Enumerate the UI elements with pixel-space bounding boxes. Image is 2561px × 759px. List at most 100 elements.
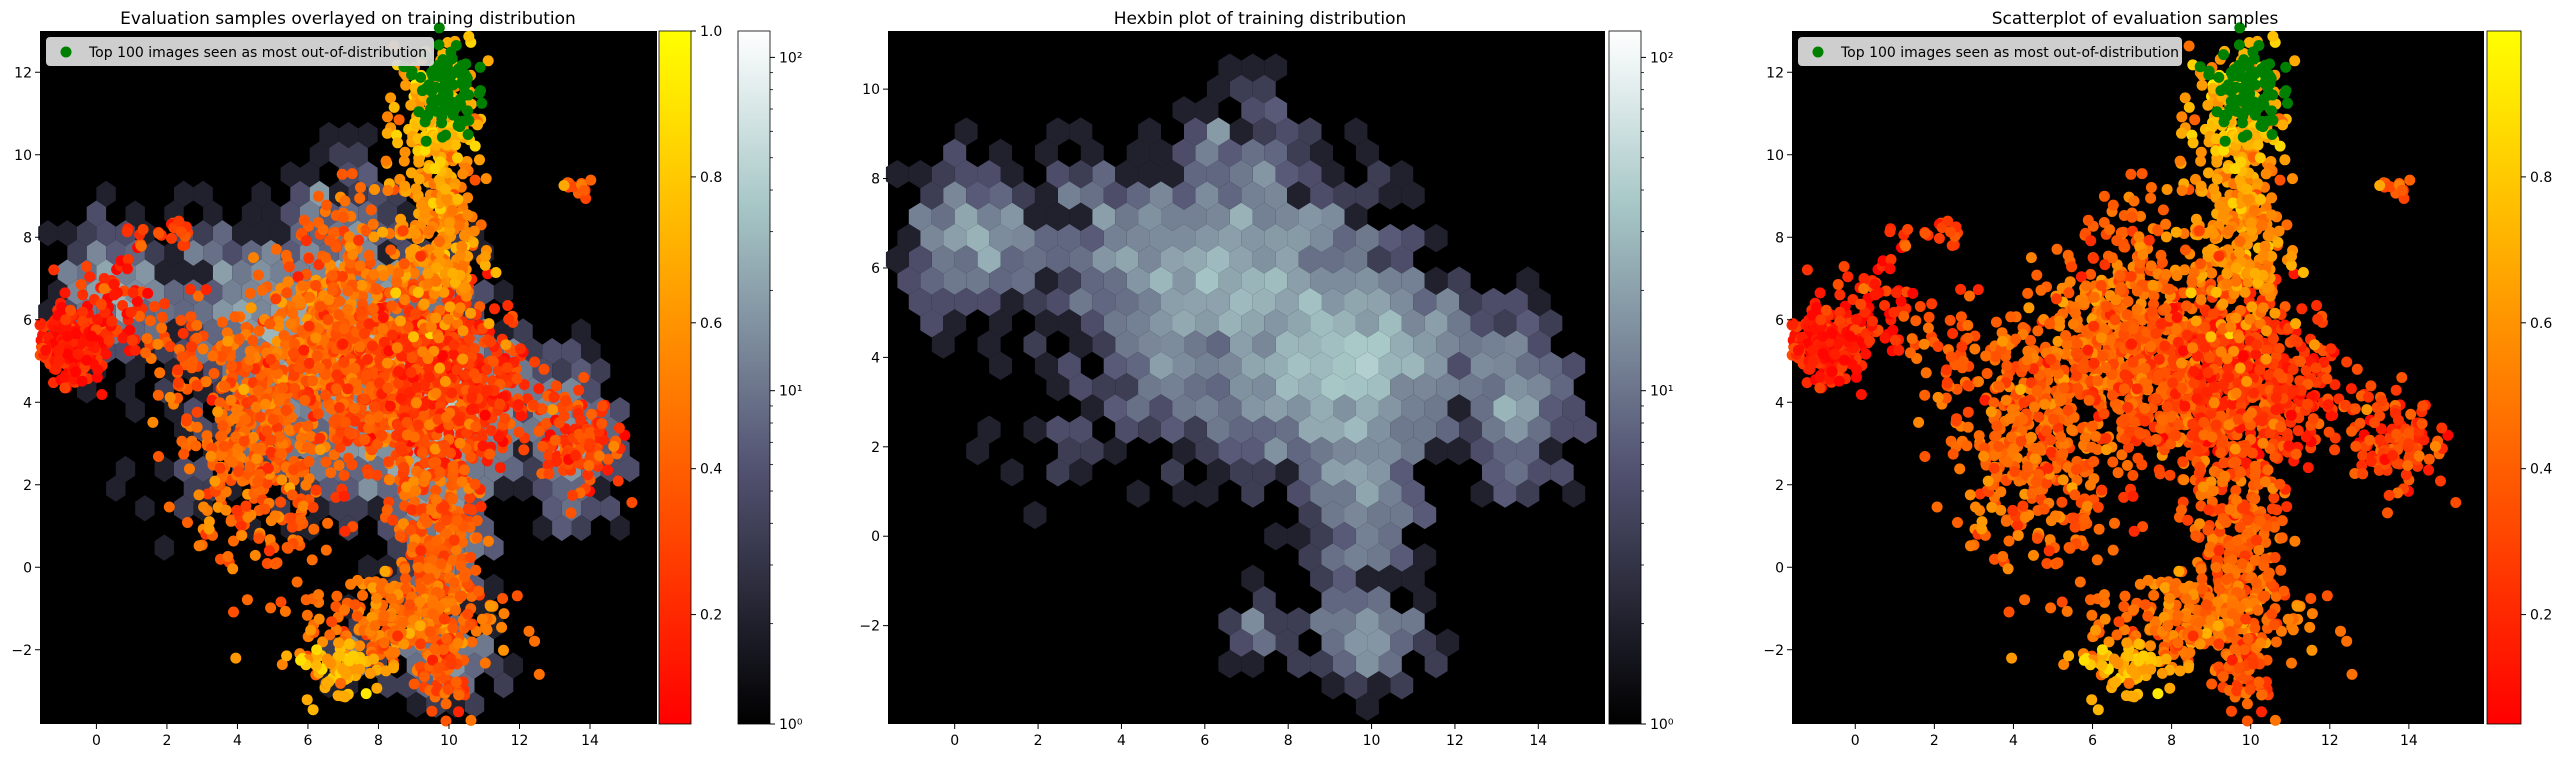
ood-point — [450, 40, 462, 51]
scatter-point — [412, 419, 424, 431]
scatter-point — [497, 593, 509, 604]
colorbar-tick-label: 1.0 — [700, 24, 722, 40]
scatter-point — [289, 338, 300, 350]
scatter-point — [261, 558, 273, 569]
scatter-point — [247, 377, 259, 389]
scatter-point — [399, 294, 411, 306]
scatter-point — [1884, 263, 1896, 275]
scatter-point — [75, 279, 87, 290]
scatter-point — [422, 562, 434, 574]
scatter-point — [560, 395, 572, 407]
scatter-point — [177, 328, 189, 339]
scatter-point — [231, 504, 243, 516]
scatter-point — [100, 348, 112, 360]
scatter-point — [92, 364, 104, 376]
scatter-point — [547, 404, 558, 416]
hexbin-cell — [474, 632, 494, 659]
scatter-point — [308, 523, 320, 535]
scatter-point — [427, 608, 439, 620]
scatter-point — [175, 314, 187, 326]
scatter-point — [391, 276, 403, 288]
scatter-point — [364, 414, 376, 426]
hexbin-cell — [115, 377, 136, 404]
scatter-point — [186, 362, 198, 374]
x-tick-label: 12 — [511, 733, 529, 749]
scatter-point — [438, 501, 450, 513]
scatter-point — [474, 154, 485, 166]
scatter-point — [355, 305, 367, 317]
hexbin-cell — [610, 397, 630, 424]
scatter-point — [338, 356, 350, 368]
hexbin-cell — [300, 161, 320, 188]
scatter-point — [518, 444, 530, 456]
scatter-point — [205, 450, 217, 462]
scatter-point — [1838, 261, 1850, 272]
ood-point — [462, 129, 474, 140]
x-tick-label: 2 — [162, 733, 171, 749]
scatter-point — [464, 492, 476, 504]
scatter-point — [233, 333, 245, 345]
scatter-point — [141, 333, 153, 345]
scatter-point — [358, 328, 370, 340]
scatter-point — [331, 369, 343, 381]
scatter-point — [363, 318, 375, 330]
ood-point — [460, 58, 472, 70]
scatter-point — [501, 362, 513, 374]
scatter-point — [125, 306, 137, 318]
scatter-point — [327, 270, 338, 282]
hexbin-cell — [86, 200, 107, 227]
hexbin-cell — [319, 121, 339, 149]
colorbar-gradient — [737, 30, 771, 725]
scatter-point — [339, 604, 350, 616]
scatter-point — [462, 503, 474, 515]
scatter-point — [456, 590, 467, 602]
scatter-point — [502, 300, 514, 311]
scatter-point — [424, 225, 435, 236]
scatter-point — [468, 225, 480, 237]
scatter-point — [578, 184, 590, 196]
scatter-point — [392, 630, 404, 642]
ood-point — [436, 117, 448, 129]
scatter-point — [613, 422, 625, 434]
scatter-point — [285, 318, 297, 330]
hexbin-cell — [57, 220, 77, 247]
scatter-point — [511, 373, 523, 385]
scatter-point — [431, 535, 443, 547]
scatter-point — [240, 500, 252, 512]
scatter-point — [397, 616, 409, 628]
hexbin-cell — [77, 220, 97, 247]
scatter-point — [357, 589, 368, 601]
scatter-point — [448, 534, 460, 546]
scatter-point — [379, 565, 391, 577]
scatter-point — [447, 622, 459, 634]
scatter-point — [159, 298, 170, 310]
scatter-point — [469, 343, 480, 354]
y-tick-label: 10 — [14, 148, 32, 164]
scatter-point — [77, 306, 89, 318]
scatter-point — [453, 220, 465, 231]
scatter-point — [494, 462, 506, 474]
scatter-point — [300, 479, 312, 491]
hexbin-cell — [493, 672, 514, 699]
scatter-point — [297, 500, 309, 512]
scatter-point — [200, 284, 212, 296]
scatter-point — [134, 310, 146, 322]
hexbin-cell — [212, 298, 233, 325]
colorbar-tick-label: 0.8 — [700, 170, 722, 186]
scatter-point — [444, 301, 456, 313]
scatter-point — [462, 192, 474, 204]
scatter-point — [567, 489, 578, 501]
scatter-point — [274, 431, 285, 443]
ood-point — [416, 85, 428, 97]
scatter-point — [479, 409, 491, 421]
x-tick-label: 8 — [374, 733, 383, 749]
scatter-point — [433, 332, 445, 344]
scatter-point — [269, 510, 281, 522]
scatter-point — [448, 577, 460, 589]
y-tick-label: 0 — [23, 560, 32, 576]
scatter-point — [229, 311, 241, 323]
scatter-point — [443, 217, 455, 229]
scatter-point — [296, 432, 307, 444]
